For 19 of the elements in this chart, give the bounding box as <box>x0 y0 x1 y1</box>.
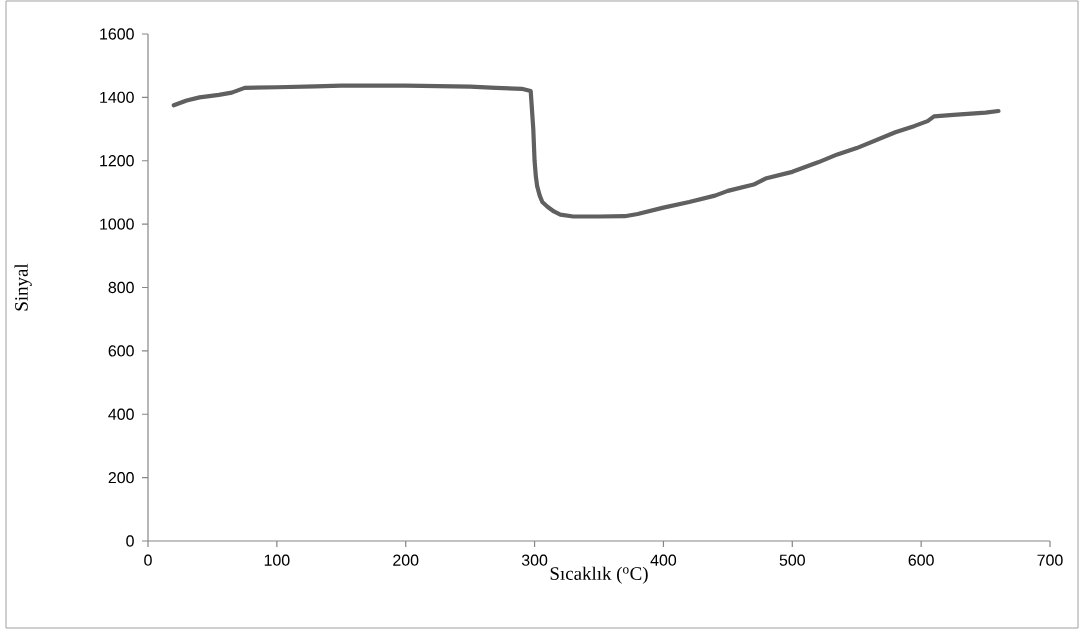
y-axis-title: Sinyal <box>14 263 32 311</box>
x-tick-label: 0 <box>144 554 152 566</box>
x-tick-label: 200 <box>393 554 419 566</box>
x-tick-label: 600 <box>908 554 934 566</box>
x-tick-label: 100 <box>264 554 290 566</box>
y-tick-label: 200 <box>108 471 134 484</box>
y-tick-label: 800 <box>108 281 134 294</box>
y-tick-label: 1200 <box>100 155 134 167</box>
y-tick-label: 600 <box>108 345 134 357</box>
x-tick-label: 300 <box>521 554 548 566</box>
y-tick-label: 1400 <box>100 91 134 104</box>
x-tick-label: 700 <box>1037 554 1063 566</box>
y-tick-label: 1000 <box>100 218 134 230</box>
x-tick-label: 400 <box>650 554 677 566</box>
y-tick-label: 0 <box>126 535 134 547</box>
x-axis-title: Sıcaklık ($^{o}$C) <box>550 566 648 584</box>
y-tick-label: 400 <box>108 408 134 420</box>
y-tick-label: 1600 <box>100 28 134 40</box>
x-tick-label: 500 <box>779 554 805 566</box>
